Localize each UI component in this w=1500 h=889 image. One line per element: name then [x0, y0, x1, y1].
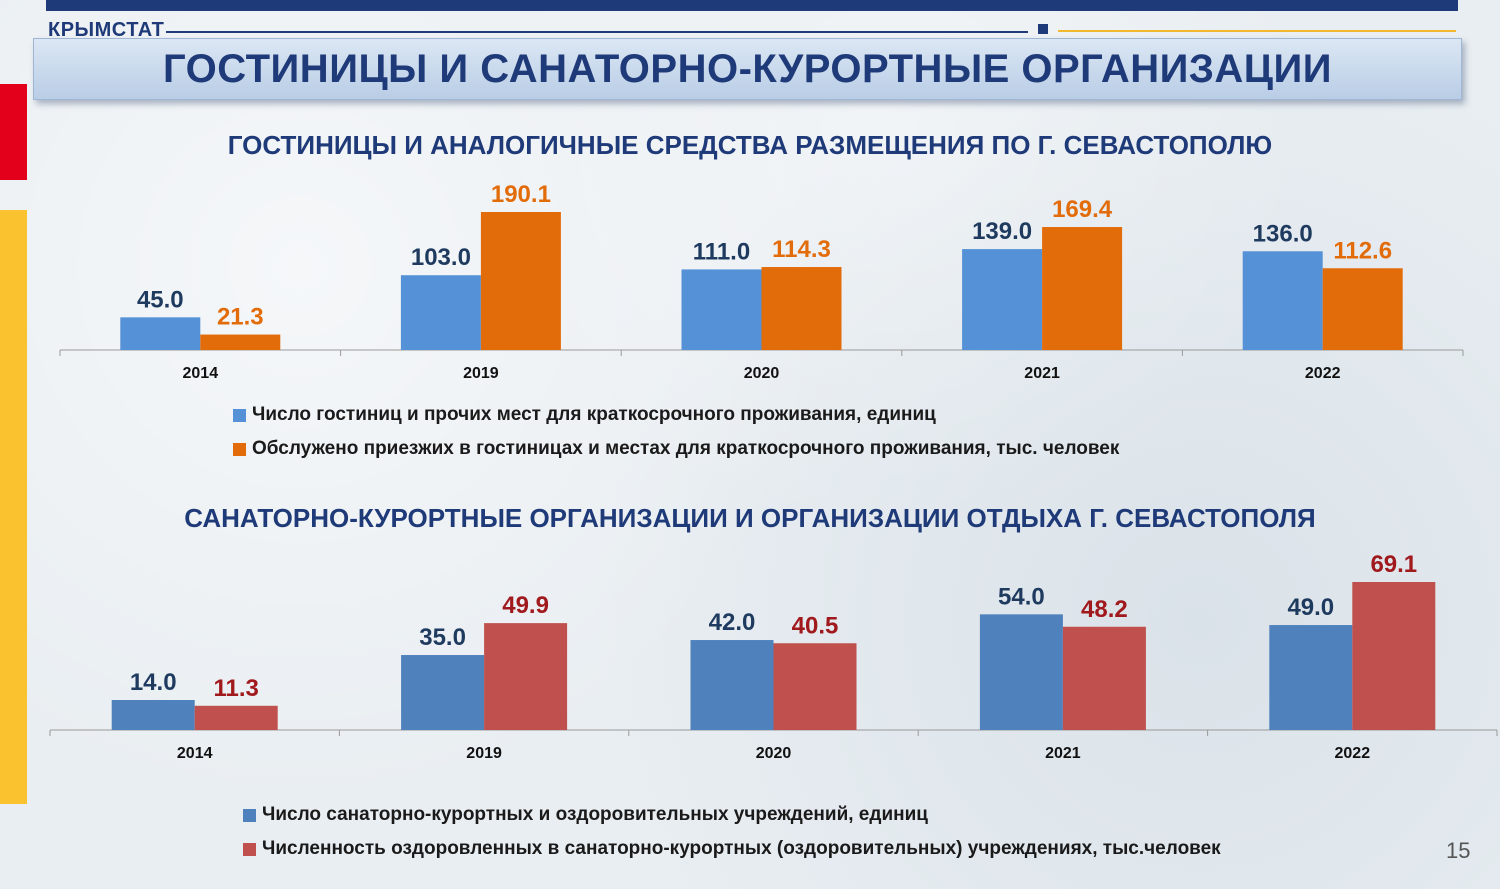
brand-square-mark — [1038, 24, 1048, 34]
x-tick-label: 2014 — [177, 745, 213, 762]
legend-swatch — [243, 842, 256, 856]
chart1-legend: Число гостиниц и прочих мест для краткос… — [233, 398, 1119, 466]
x-tick-label: 2021 — [1045, 745, 1081, 762]
chart1-title: ГОСТИНИЦЫ И АНАЛОГИЧНЫЕ СРЕДСТВА РАЗМЕЩЕ… — [227, 130, 1273, 160]
data-label: 45.0 — [137, 286, 184, 313]
data-label: 190.1 — [491, 181, 551, 208]
data-label: 112.6 — [1333, 237, 1392, 264]
gold-divider — [1058, 30, 1456, 32]
data-label: 54.0 — [998, 583, 1045, 610]
bar — [200, 334, 281, 350]
side-accent-red — [0, 84, 27, 180]
x-tick-label: 2014 — [183, 365, 219, 382]
data-label: 42.0 — [709, 609, 756, 636]
bar — [690, 640, 774, 730]
data-label: 111.0 — [693, 238, 750, 265]
bar — [401, 655, 485, 730]
bar — [773, 643, 857, 730]
legend-item: Число санаторно-курортных и оздоровитель… — [243, 798, 1221, 832]
data-label: 136.0 — [1253, 220, 1313, 247]
bar — [979, 614, 1063, 730]
legend-label: Число гостиниц и прочих мест для краткос… — [252, 404, 936, 425]
page-title-banner: ГОСТИНИЦЫ И САНАТОРНО-КУРОРТНЫЕ ОРГАНИЗА… — [33, 38, 1462, 100]
top-accent-bar — [46, 0, 1458, 11]
bar — [962, 249, 1043, 350]
legend-item: Обслужено приезжих в гостиницах и местах… — [233, 432, 1119, 466]
data-label: 69.1 — [1370, 551, 1417, 578]
x-tick-label: 2022 — [1305, 365, 1341, 382]
data-label: 48.2 — [1081, 596, 1128, 623]
x-tick-label: 2022 — [1335, 745, 1371, 762]
bar — [761, 267, 842, 350]
bar — [484, 623, 568, 730]
chart2-plot: 2014 14.0 11.3 2019 35.0 49.9 2020 42.0 40.5 2021… — [49, 551, 1498, 762]
data-label: 14.0 — [130, 669, 177, 696]
bar — [681, 269, 762, 350]
bar — [480, 212, 561, 350]
bar — [1322, 268, 1403, 350]
bar — [1062, 626, 1146, 730]
data-label: 21.3 — [217, 304, 264, 331]
page-number: 15 — [1446, 838, 1471, 863]
legend-item: Численность оздоровленных в санаторно-ку… — [243, 832, 1221, 866]
bar — [111, 700, 195, 730]
legend-label: Численность оздоровленных в санаторно-ку… — [262, 838, 1221, 859]
brand-label: КРЫМСТАТ — [48, 19, 165, 41]
x-tick-label: 2021 — [1024, 365, 1060, 382]
bar — [400, 275, 481, 350]
chart2-legend: Число санаторно-курортных и оздоровитель… — [243, 798, 1221, 866]
brand-divider — [166, 31, 1028, 33]
page-title: ГОСТИНИЦЫ И САНАТОРНО-КУРОРТНЫЕ ОРГАНИЗА… — [162, 46, 1333, 91]
x-tick-label: 2019 — [466, 745, 502, 762]
side-accent-gold — [0, 210, 27, 804]
legend-swatch — [233, 442, 246, 456]
data-label: 139.0 — [972, 218, 1032, 245]
x-tick-label: 2019 — [463, 365, 499, 382]
legend-label: Число санаторно-курортных и оздоровитель… — [262, 804, 928, 825]
data-label: 49.0 — [1287, 594, 1334, 621]
chart1-plot: 2014 45.0 21.3 2019 103.0 190.1 2020 111.0 114.3… — [59, 181, 1464, 382]
bar — [1269, 625, 1353, 730]
bar — [194, 705, 278, 730]
data-label: 103.0 — [411, 244, 471, 271]
bar — [120, 317, 201, 350]
bar — [1242, 251, 1323, 350]
legend-label: Обслужено приезжих в гостиницах и местах… — [252, 438, 1120, 459]
legend-item: Число гостиниц и прочих мест для краткос… — [233, 398, 1119, 432]
bar — [1042, 227, 1123, 350]
data-label: 35.0 — [419, 624, 466, 651]
x-tick-label: 2020 — [756, 745, 792, 762]
legend-swatch — [243, 808, 256, 822]
bar — [1352, 582, 1436, 730]
data-label: 40.5 — [792, 612, 839, 639]
chart2-title: САНАТОРНО-КУРОРТНЫЕ ОРГАНИЗАЦИИ И ОРГАНИ… — [184, 503, 1316, 533]
legend-swatch — [233, 408, 246, 422]
data-label: 114.3 — [772, 236, 831, 263]
data-label: 169.4 — [1052, 196, 1113, 223]
data-label: 11.3 — [214, 675, 259, 702]
data-label: 49.9 — [502, 592, 549, 619]
x-tick-label: 2020 — [744, 365, 780, 382]
